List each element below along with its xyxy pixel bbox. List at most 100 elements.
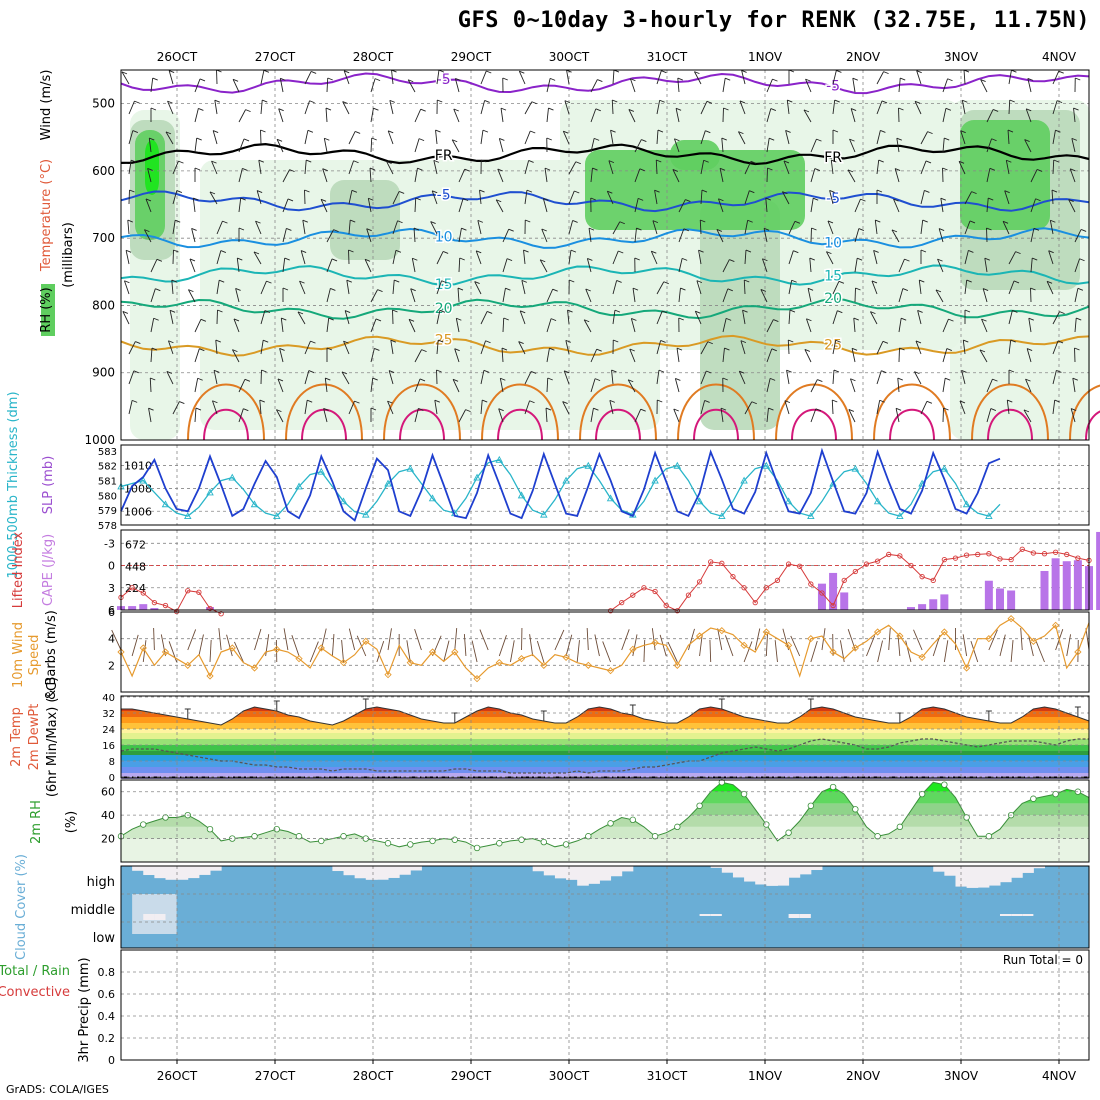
wind-barb — [585, 288, 592, 303]
wind-barb-flag — [499, 138, 505, 141]
wind-barb — [898, 78, 901, 93]
wind-speed-marker — [428, 648, 437, 656]
wind-barb — [656, 310, 663, 325]
wind-barb — [1023, 409, 1032, 423]
wind-barb — [125, 250, 130, 265]
cloud-high-gap — [577, 866, 589, 886]
wind-barb — [590, 349, 598, 363]
wind-barb-flag — [200, 318, 207, 322]
wind-barb-flag — [628, 108, 635, 112]
wind-barb — [260, 70, 265, 85]
wind-barb — [1052, 130, 1056, 145]
wind-barb — [326, 318, 330, 333]
wind-barb — [238, 109, 246, 123]
wind-barb — [810, 379, 818, 393]
panel-slp-thickness — [120, 444, 1090, 526]
wind-barb-flag — [719, 167, 726, 171]
wind-barb-flag — [765, 197, 771, 201]
wind-barb — [984, 258, 988, 273]
wind-barb-flag — [739, 100, 746, 104]
wind-barb — [216, 250, 222, 265]
cloud-mid-gap — [799, 914, 811, 918]
wind-barb — [942, 378, 946, 393]
wind-barb-flag — [131, 399, 138, 403]
wind-barb-flag — [893, 198, 899, 202]
cloud-high-gap — [354, 866, 367, 879]
wind-barb-flag — [788, 339, 794, 343]
wind-barb-flag — [219, 279, 225, 283]
wind-barb-flag — [1057, 340, 1064, 344]
x-tick-top: 29OCT — [451, 50, 492, 64]
ylabel-precip-convective: Convective — [0, 985, 70, 1000]
y-tick-precip: 0.2 — [98, 1032, 116, 1045]
wind-barb — [854, 228, 860, 243]
wind-barb — [392, 191, 400, 205]
wind-barb-flag — [545, 407, 552, 411]
surface-wind-barb — [209, 640, 212, 663]
wind-barb-flag — [948, 318, 954, 322]
temp-color-band — [121, 739, 1089, 745]
rh2m-point — [251, 833, 258, 840]
wind-barb-flag — [614, 309, 621, 313]
surface-wind-barb — [988, 629, 998, 651]
surface-wind-barb — [576, 640, 580, 663]
wind-barb-flag — [895, 407, 902, 411]
wind-barb — [627, 379, 636, 393]
wind-barb — [1004, 190, 1010, 205]
wind-barb — [1048, 250, 1054, 265]
thickness-marker — [651, 476, 659, 484]
wind-barb-flag — [389, 99, 396, 103]
wind-barb-flag — [637, 197, 644, 201]
thickness-marker — [940, 464, 949, 472]
wind-barb — [370, 137, 373, 153]
cape-bar — [929, 599, 938, 610]
wind-barb-flag — [769, 377, 776, 381]
wind-barb-flag — [304, 189, 310, 193]
wind-barb — [147, 168, 152, 183]
wind-barb — [741, 70, 746, 85]
wind-barb — [942, 348, 948, 363]
wind-barb — [849, 138, 856, 153]
x-tick-top: 27OCT — [255, 50, 296, 64]
wind-barb — [766, 138, 770, 153]
wind-barb-flag — [657, 129, 664, 133]
wind-barb-flag — [452, 139, 458, 143]
y-tick-pressure: 600 — [92, 164, 115, 178]
wind-barb — [832, 370, 835, 385]
rh2m-point — [696, 802, 703, 809]
wind-barb-flag — [1076, 317, 1082, 321]
wind-barb — [209, 191, 218, 205]
wind-barb — [213, 370, 218, 385]
cloud-high-gap — [610, 866, 623, 877]
ylabel-rh: RH (%) — [39, 287, 54, 332]
wind-barb-flag — [751, 401, 757, 405]
wind-barb — [430, 221, 438, 235]
wind-barb-flag — [1028, 317, 1034, 321]
wind-barb-flag — [832, 399, 838, 403]
wind-barb — [898, 318, 902, 333]
wind-barb-flag — [662, 310, 668, 314]
wind-barb — [873, 250, 878, 265]
wind-barb — [518, 71, 526, 85]
wind-barb-flag — [786, 369, 792, 373]
thickness-marker — [718, 512, 726, 520]
wind-barb — [235, 288, 240, 303]
wind-barb — [238, 379, 246, 393]
wind-barb — [276, 409, 284, 423]
wind-barb-flag — [191, 227, 197, 231]
wind-barb — [1026, 348, 1032, 363]
surface-wind-barb — [970, 640, 979, 663]
thickness-marker — [517, 491, 526, 499]
wind-barb — [1049, 220, 1054, 235]
wind-barb — [388, 370, 394, 385]
wind-barb-flag — [815, 408, 821, 412]
wind-barb-flag — [1050, 219, 1056, 223]
wind-barb-flag — [628, 379, 634, 383]
wind-barb-flag — [771, 348, 777, 352]
wind-barb-flag — [1027, 77, 1034, 81]
wind-barb-flag — [809, 257, 815, 261]
wind-barb — [1052, 71, 1060, 85]
rh2m-point — [985, 833, 993, 840]
wind-barb-flag — [612, 99, 618, 103]
wind-barb — [787, 339, 790, 355]
